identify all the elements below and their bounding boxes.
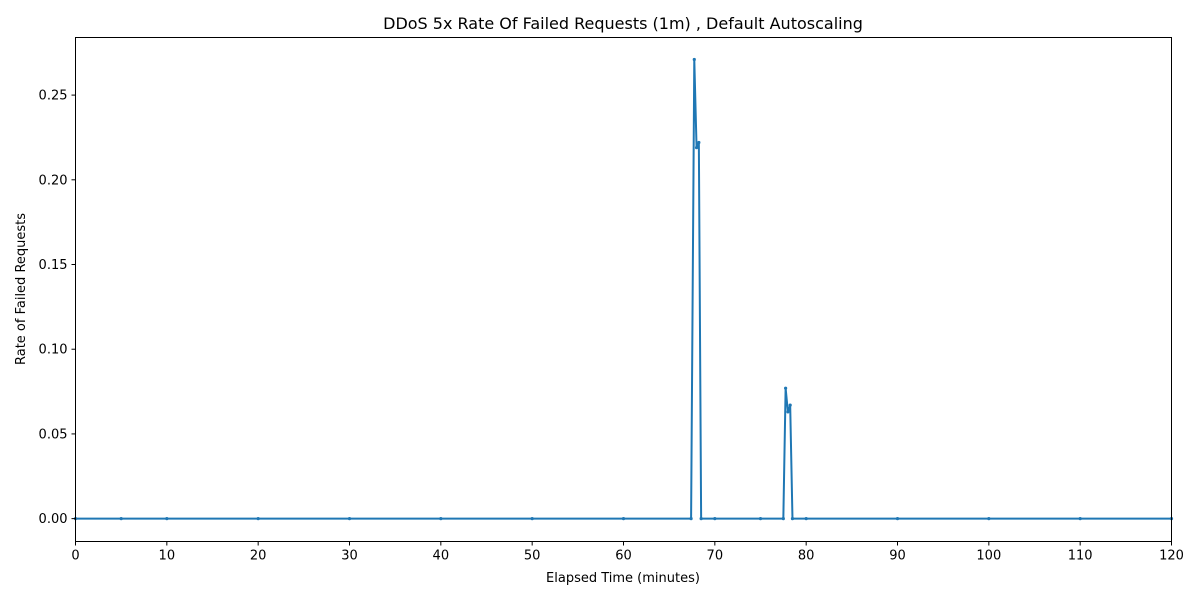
data-point [621, 517, 626, 521]
y-tick-label: 0.10 [39, 343, 68, 358]
plot-frame [75, 37, 1172, 542]
y-tick-label: 0.20 [39, 173, 68, 188]
data-point [781, 517, 785, 521]
data-point [987, 517, 991, 521]
data-point [786, 410, 790, 414]
x-tick-label: 30 [341, 549, 358, 564]
data-point [784, 386, 788, 390]
y-tick-label: 0.25 [39, 89, 68, 104]
x-tick-label: 110 [1068, 549, 1093, 564]
data-point [689, 517, 693, 521]
y-tick-label: 0.00 [39, 512, 68, 527]
y-tick-label: 0.05 [39, 427, 68, 442]
x-tick-label: 20 [250, 549, 267, 564]
data-point [804, 517, 808, 521]
data-point [1078, 517, 1082, 521]
data-point [692, 57, 696, 62]
chart-title: DDoS 5x Rate Of Failed Requests (1m) , D… [383, 14, 863, 33]
data-point [790, 517, 795, 521]
data-point [165, 517, 169, 521]
data-point [530, 517, 534, 521]
data-point [256, 517, 260, 521]
data-point [347, 517, 352, 521]
data-point [713, 517, 717, 521]
x-tick-label: 100 [976, 549, 1001, 564]
data-point [697, 140, 701, 145]
x-tick-label: 0 [71, 549, 79, 564]
data-point [895, 517, 900, 521]
data-point [439, 517, 443, 521]
x-tick-label: 50 [524, 549, 541, 564]
y-axis: 0.00 0.05 0.10 0.15 0.20 0.25 [39, 89, 76, 527]
x-axis: 0 10 20 30 40 50 60 70 80 90 100 110 120 [71, 541, 1184, 564]
x-tick-label: 10 [159, 549, 176, 564]
y-axis-label: Rate of Failed Requests [14, 213, 29, 365]
x-tick-label: 120 [1159, 549, 1184, 564]
x-tick-label: 40 [433, 549, 450, 564]
x-tick-label: 70 [707, 549, 724, 564]
y-tick-label: 0.15 [39, 258, 68, 273]
x-axis-label: Elapsed Time (minutes) [546, 571, 700, 586]
data-point [694, 146, 699, 150]
series-layer [73, 57, 1174, 521]
data-point [788, 403, 792, 407]
x-tick-label: 60 [615, 549, 632, 564]
x-tick-label: 80 [798, 549, 815, 564]
data-point [699, 517, 703, 521]
data-point [758, 517, 763, 521]
x-tick-label: 90 [889, 549, 906, 564]
data-point [119, 517, 123, 521]
